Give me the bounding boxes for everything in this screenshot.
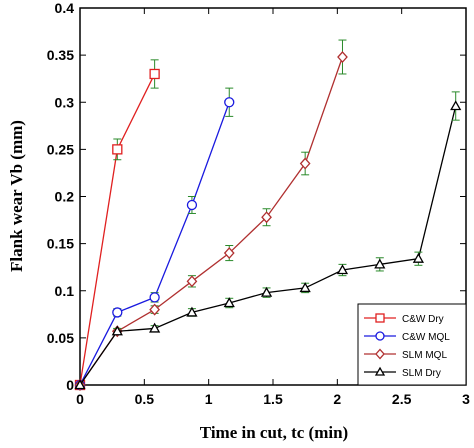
y-tick-label: 0 bbox=[66, 377, 74, 393]
legend-label: C&W Dry bbox=[402, 314, 444, 325]
y-tick-label: 0.05 bbox=[47, 330, 74, 346]
series-layer bbox=[74, 39, 462, 391]
x-tick-label: 2 bbox=[333, 391, 341, 407]
diamond-marker bbox=[223, 247, 235, 260]
x-tick-label: 1 bbox=[205, 391, 213, 407]
x-tick-label: 0 bbox=[76, 391, 84, 407]
triangle-marker bbox=[260, 286, 273, 297]
diamond-marker bbox=[299, 157, 311, 170]
y-tick-label: 0.35 bbox=[47, 47, 74, 63]
triangle-marker bbox=[336, 264, 349, 275]
diamond-marker bbox=[337, 51, 348, 63]
legend-entry: SLM Dry bbox=[364, 366, 441, 379]
triangle-marker bbox=[374, 258, 386, 269]
diamond-marker bbox=[375, 348, 385, 360]
triangle-marker bbox=[111, 325, 123, 336]
legend-entry: C&W Dry bbox=[364, 313, 444, 325]
series-line bbox=[79, 56, 344, 386]
triangle-marker bbox=[412, 252, 425, 263]
triangle-marker bbox=[299, 282, 311, 293]
circle-marker bbox=[375, 331, 385, 341]
square-marker bbox=[112, 144, 123, 155]
y-tick-label: 0.4 bbox=[55, 0, 75, 16]
diamond-marker bbox=[261, 211, 272, 224]
y-tick-label: 0.1 bbox=[55, 283, 75, 299]
legend-entry: C&W MQL bbox=[364, 331, 450, 343]
legend: C&W Dry C&W MQL SLM MQL SLM Dry bbox=[357, 303, 467, 386]
y-tick-label: 0.2 bbox=[55, 189, 75, 205]
diamond-marker bbox=[149, 303, 161, 316]
triangle-marker bbox=[149, 322, 161, 333]
x-axis-title: Time in cut, tc (min) bbox=[200, 423, 348, 442]
circle-marker bbox=[186, 199, 198, 211]
circle-marker bbox=[149, 292, 160, 303]
triangle-marker bbox=[450, 100, 462, 111]
legend-label: SLM MQL bbox=[402, 350, 447, 361]
legend-entry: SLM MQL bbox=[364, 348, 447, 361]
y-axis-ticks: 0 0.05 0.1 0.15 0.2 0.25 0.3 0.35 0.4 bbox=[47, 0, 466, 393]
triangle-marker bbox=[374, 366, 386, 376]
x-tick-label: 2.5 bbox=[392, 391, 412, 407]
legend-label: SLM Dry bbox=[402, 368, 441, 379]
legend-label: C&W MQL bbox=[402, 332, 450, 343]
series-group bbox=[74, 91, 462, 390]
x-tick-label: 0.5 bbox=[135, 391, 155, 407]
y-tick-label: 0.25 bbox=[47, 141, 74, 157]
triangle-marker bbox=[186, 306, 198, 317]
triangle-marker bbox=[223, 297, 235, 308]
triangle-marker bbox=[74, 379, 86, 390]
y-tick-label: 0.3 bbox=[55, 94, 75, 110]
square-marker bbox=[375, 313, 385, 323]
y-axis-title: Flank wear Vb (mm) bbox=[7, 120, 26, 272]
x-tick-label: 3 bbox=[462, 391, 470, 407]
square-marker bbox=[149, 68, 160, 80]
circle-marker bbox=[112, 307, 123, 318]
x-tick-label: 1.5 bbox=[263, 391, 283, 407]
y-tick-label: 0.15 bbox=[47, 236, 74, 252]
diamond-marker bbox=[186, 275, 198, 288]
circle-marker bbox=[224, 97, 235, 108]
